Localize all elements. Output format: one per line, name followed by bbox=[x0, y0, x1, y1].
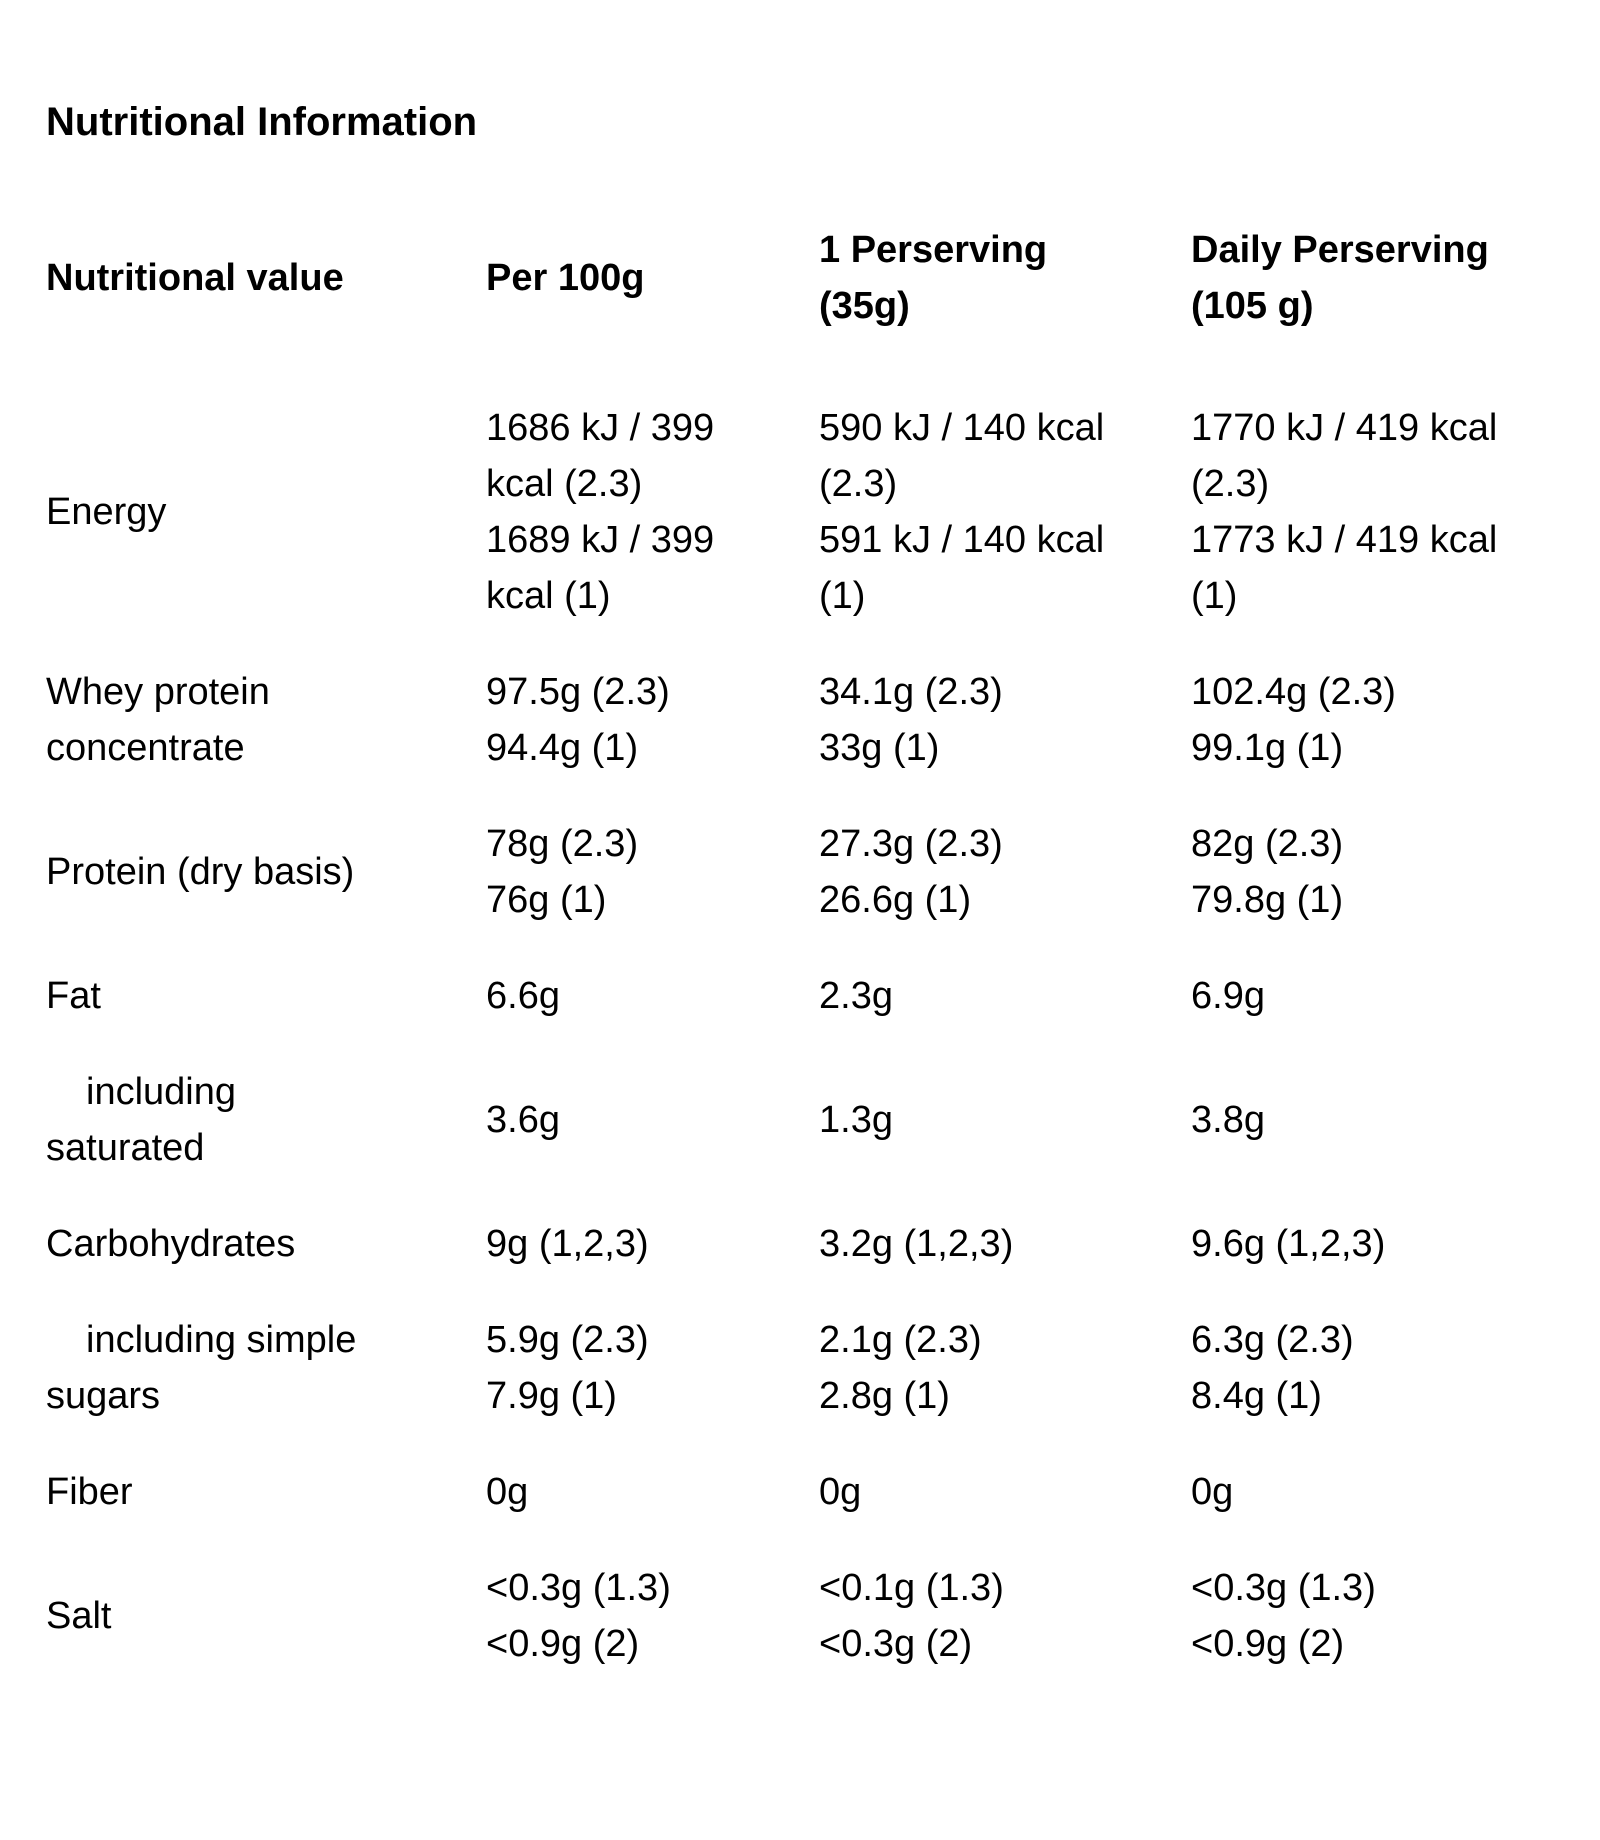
value-per-serving: 0g bbox=[819, 1471, 862, 1513]
table-row: including saturated 3.6g 1.3g 3.8g bbox=[46, 1044, 1562, 1196]
nutrient-label: Salt bbox=[46, 1595, 112, 1637]
document-page: Nutritional Information Nutritional valu… bbox=[46, 100, 1562, 1692]
value-per-serving: <0.1g (1.3) <0.3g (2) bbox=[819, 1567, 1004, 1665]
nutrition-table-body: Energy 1686 kJ / 399 kcal (2.3) 1689 kJ … bbox=[46, 380, 1562, 1692]
nutrition-table: Nutritional value Per 100g 1 Perserving … bbox=[46, 202, 1562, 1692]
nutrient-label: Energy bbox=[46, 491, 167, 533]
value-per-serving: 1.3g bbox=[819, 1099, 893, 1141]
nutrient-label: Whey protein concentrate bbox=[46, 671, 270, 769]
table-row: including simple sugars 5.9g (2.3) 7.9g … bbox=[46, 1292, 1562, 1444]
value-per-serving: 2.3g bbox=[819, 975, 893, 1017]
column-header-1-perserving: 1 Perserving (35g) bbox=[819, 229, 1048, 327]
nutrient-label: including simple sugars bbox=[46, 1319, 357, 1417]
column-header-nutritional-value: Nutritional value bbox=[46, 257, 344, 299]
value-per-100g: 9g (1,2,3) bbox=[486, 1223, 649, 1265]
value-per-100g: 3.6g bbox=[486, 1099, 560, 1141]
table-row: Protein (dry basis) 78g (2.3) 76g (1) 27… bbox=[46, 796, 1562, 948]
value-daily-serving: 6.3g (2.3) 8.4g (1) bbox=[1191, 1319, 1354, 1417]
value-per-serving: 3.2g (1,2,3) bbox=[819, 1223, 1014, 1265]
table-row: Fiber 0g 0g 0g bbox=[46, 1444, 1562, 1540]
value-per-100g: 6.6g bbox=[486, 975, 560, 1017]
value-daily-serving: 102.4g (2.3) 99.1g (1) bbox=[1191, 671, 1396, 769]
table-row: Whey protein concentrate 97.5g (2.3) 94.… bbox=[46, 644, 1562, 796]
value-per-100g: 0g bbox=[486, 1471, 529, 1513]
table-row: Carbohydrates 9g (1,2,3) 3.2g (1,2,3) 9.… bbox=[46, 1196, 1562, 1292]
nutrient-label: Fat bbox=[46, 975, 101, 1017]
value-per-100g: <0.3g (1.3) <0.9g (2) bbox=[486, 1567, 671, 1665]
value-daily-serving: 3.8g bbox=[1191, 1099, 1265, 1141]
table-header-row: Nutritional value Per 100g 1 Perserving … bbox=[46, 202, 1562, 380]
nutrient-label: Fiber bbox=[46, 1471, 133, 1513]
value-daily-serving: 0g bbox=[1191, 1471, 1234, 1513]
nutrient-label: Protein (dry basis) bbox=[46, 851, 355, 893]
value-daily-serving: 82g (2.3) 79.8g (1) bbox=[1191, 823, 1344, 921]
column-header-daily-perserving: Daily Perserving (105 g) bbox=[1191, 229, 1489, 327]
value-per-100g: 5.9g (2.3) 7.9g (1) bbox=[486, 1319, 649, 1417]
value-daily-serving: <0.3g (1.3) <0.9g (2) bbox=[1191, 1567, 1376, 1665]
value-per-serving: 590 kJ / 140 kcal (2.3) 591 kJ / 140 kca… bbox=[819, 407, 1105, 617]
value-daily-serving: 6.9g bbox=[1191, 975, 1265, 1017]
page-title: Nutritional Information bbox=[46, 100, 478, 144]
value-per-serving: 27.3g (2.3) 26.6g (1) bbox=[819, 823, 1003, 921]
table-row: Salt <0.3g (1.3) <0.9g (2) <0.1g (1.3) <… bbox=[46, 1540, 1562, 1692]
value-per-100g: 78g (2.3) 76g (1) bbox=[486, 823, 639, 921]
table-row: Fat 6.6g 2.3g 6.9g bbox=[46, 948, 1562, 1044]
nutrient-label: Carbohydrates bbox=[46, 1223, 296, 1265]
value-per-100g: 97.5g (2.3) 94.4g (1) bbox=[486, 671, 670, 769]
table-row: Energy 1686 kJ / 399 kcal (2.3) 1689 kJ … bbox=[46, 380, 1562, 644]
column-header-per-100g: Per 100g bbox=[486, 257, 645, 299]
value-daily-serving: 9.6g (1,2,3) bbox=[1191, 1223, 1386, 1265]
value-per-serving: 2.1g (2.3) 2.8g (1) bbox=[819, 1319, 982, 1417]
value-per-100g: 1686 kJ / 399 kcal (2.3) 1689 kJ / 399 k… bbox=[486, 407, 715, 617]
value-per-serving: 34.1g (2.3) 33g (1) bbox=[819, 671, 1003, 769]
value-daily-serving: 1770 kJ / 419 kcal (2.3) 1773 kJ / 419 k… bbox=[1191, 407, 1498, 617]
nutrient-label: including saturated bbox=[46, 1071, 236, 1169]
